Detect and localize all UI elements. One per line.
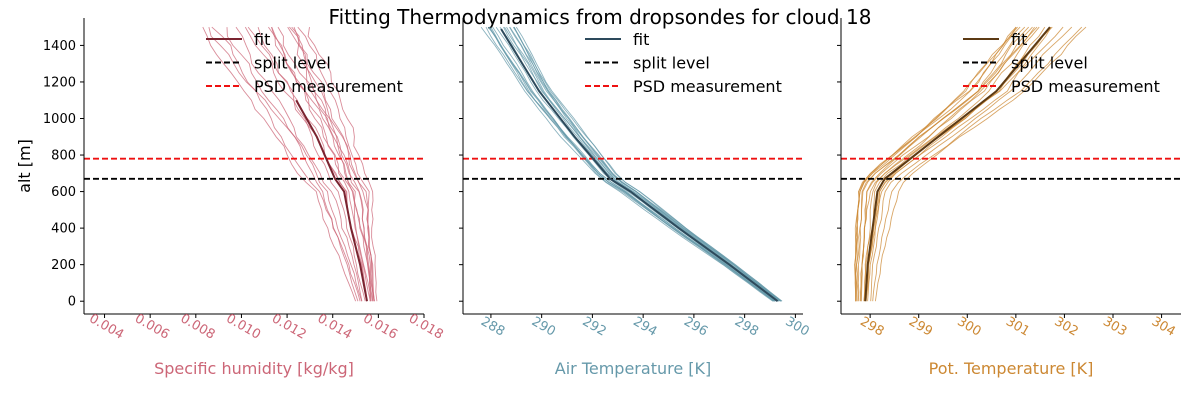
legend-label: split level — [254, 54, 331, 73]
profile-line — [872, 26, 1083, 302]
legend: fit split level PSD measurement — [585, 30, 782, 96]
legend: fit split level PSD measurement — [963, 30, 1160, 96]
fit-line — [864, 26, 1051, 302]
x-tick-label: 302 — [1052, 314, 1081, 339]
profile-line — [293, 26, 374, 302]
profile-line — [506, 26, 780, 302]
legend-label: PSD measurement — [633, 77, 782, 96]
y-axis-label: alt [m] — [15, 139, 34, 193]
profile-line — [870, 26, 1073, 302]
panel-potential-temperature: 298 299 300 301 302 303 304 Pot. Temperature [K… — [837, 18, 1181, 378]
profile-line — [226, 27, 363, 302]
profile-line — [485, 26, 774, 302]
profile-line — [857, 26, 1026, 302]
y-tick-label: 200 — [51, 258, 76, 273]
y-tick-label: 1000 — [43, 112, 76, 127]
profile-line — [202, 26, 357, 302]
profile-line — [268, 26, 371, 302]
y-tick-label: 1400 — [43, 39, 76, 54]
x-tick-label: 0.016 — [360, 311, 400, 343]
x-tick-label: 0.004 — [86, 311, 126, 343]
profile-line — [271, 26, 371, 302]
profile-line — [863, 26, 1040, 302]
legend-label: PSD measurement — [254, 77, 403, 96]
profile-line — [208, 26, 359, 302]
x-axis-label: Pot. Temperature [K] — [929, 359, 1094, 378]
fit-line — [500, 28, 779, 302]
panel-air-temperature: 288 290 292 294 296 298 300 Air Temperature [K]… — [459, 18, 812, 378]
profile-line — [480, 26, 774, 302]
legend-label: fit — [633, 30, 649, 49]
profile-line — [277, 26, 372, 302]
profile-line — [863, 26, 1046, 302]
x-tick-label: 298 — [857, 314, 886, 339]
x-tick-label: 300 — [955, 314, 984, 339]
profile-line — [874, 26, 1087, 302]
x-tick-label: 0.008 — [178, 311, 218, 343]
y-tick-label: 600 — [51, 185, 76, 200]
profile-line — [235, 26, 363, 302]
legend-label: PSD measurement — [1011, 77, 1160, 96]
y-tick-label: 800 — [51, 149, 76, 164]
profile-line — [856, 26, 1030, 302]
x-tick-label: 303 — [1100, 314, 1129, 339]
y-tick-label: 1200 — [43, 75, 76, 90]
profile-line — [515, 26, 783, 302]
legend-label: fit — [1011, 30, 1027, 49]
profile-line — [271, 26, 371, 302]
x-tick-label: 296 — [681, 314, 710, 339]
x-tick-label: 300 — [783, 314, 812, 339]
y-tick-label: 0 — [68, 295, 76, 310]
legend-label: fit — [254, 30, 270, 49]
x-tick-label: 0.012 — [269, 311, 309, 343]
profile-line — [854, 26, 1018, 302]
x-tick-label: 294 — [630, 314, 659, 339]
profile-line — [509, 26, 781, 302]
profile-line — [487, 26, 775, 302]
profile-line — [513, 26, 781, 302]
x-axis-label: Air Temperature [K] — [555, 359, 711, 378]
x-tick-label: 288 — [478, 314, 507, 339]
profile-line — [859, 26, 1033, 302]
x-tick-label: 304 — [1149, 314, 1178, 339]
x-tick-label: 0.014 — [315, 311, 355, 343]
profile-line — [854, 26, 1017, 302]
x-tick-label: 0.010 — [223, 311, 263, 343]
legend-label: split level — [633, 54, 710, 73]
profile-line — [307, 27, 378, 302]
legend-label: split level — [1011, 54, 1088, 73]
profile-line — [287, 26, 374, 302]
x-tick-label: 290 — [529, 314, 558, 339]
y-tick-label: 400 — [51, 222, 76, 237]
profile-line — [488, 26, 776, 302]
x-tick-label: 299 — [906, 314, 935, 339]
legend: fit split level PSD measurement — [206, 30, 403, 96]
profile-line — [211, 26, 361, 302]
profile-line — [854, 26, 1017, 302]
fit-line — [295, 99, 368, 302]
figure-title: Fitting Thermodynamics from dropsondes f… — [329, 5, 872, 29]
profile-line — [244, 26, 366, 302]
profile-line — [860, 26, 1038, 302]
x-tick-label: 298 — [732, 314, 761, 339]
x-tick-label: 301 — [1003, 314, 1032, 339]
x-tick-label: 0.006 — [132, 311, 172, 343]
panel-specific-humidity: 0.004 0.006 0.008 0.010 0.012 0.014 0.016 0.018… — [15, 18, 446, 378]
profile-line — [297, 26, 375, 302]
x-axis-label: Specific humidity [kg/kg] — [154, 359, 354, 378]
x-tick-label: 292 — [580, 314, 609, 339]
x-tick-label: 0.018 — [406, 311, 446, 343]
